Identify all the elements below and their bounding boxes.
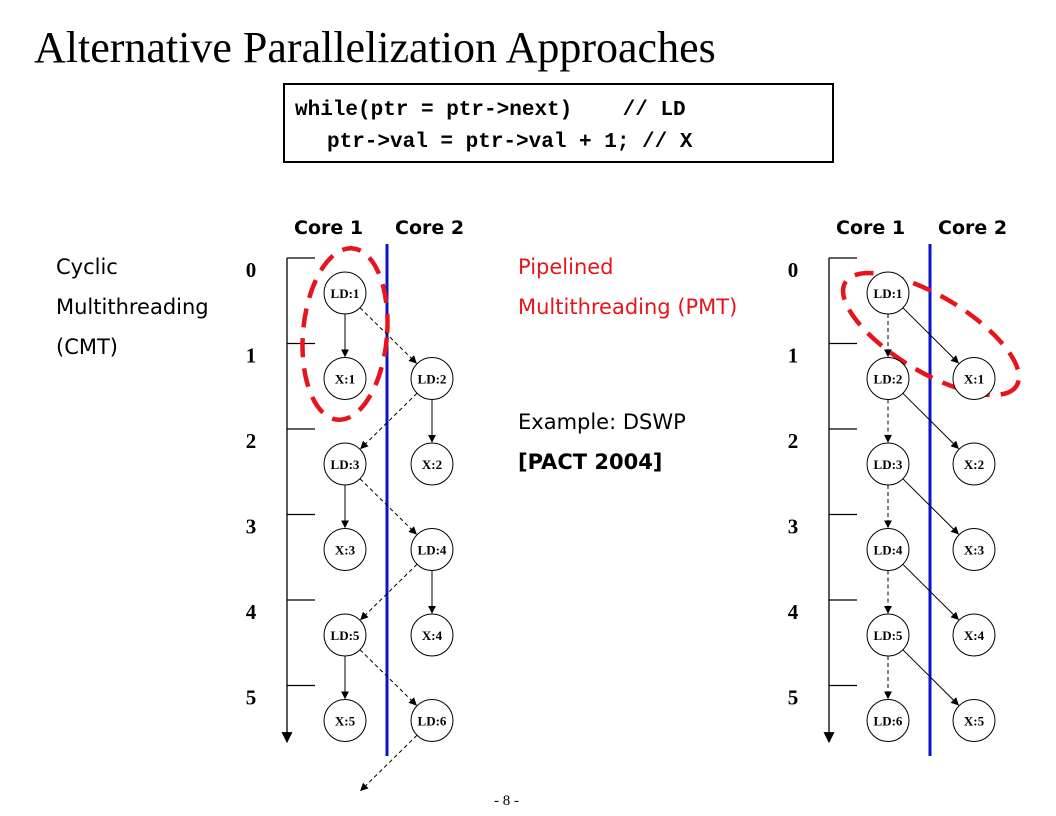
pmt-node-ld-2-label: LD:2 [874,372,903,387]
pmt-label-line-1: Pipelined [518,255,614,279]
pmt-node-ld-2-circle [866,357,910,400]
cmt-node-ld-3-label: LD:3 [331,457,360,472]
cmt-node-ld-2-label: LD:2 [418,372,447,387]
cmt-tick-label-0: 0 [246,258,257,282]
cmt-node-ld-1-label: LD:1 [331,286,360,301]
cmt-highlight-ellipse [300,245,390,423]
pmt-tick-label-2: 2 [788,429,799,453]
cmt-dashed-edge [359,649,417,706]
cmt-label-line-3: (CMT) [56,335,118,359]
pmt-node-x-2-circle [952,442,996,486]
pmt-solid-edge [902,563,959,621]
pmt-node-ld-5-circle [866,613,910,657]
pmt-node-ld-1-circle [866,271,910,315]
pmt-label-line-2: Multithreading (PMT) [518,295,738,319]
cmt-node-x-5-label: X:5 [335,714,356,729]
pmt-solid-edge [902,307,959,364]
cmt-tick-label-3: 3 [246,515,257,539]
pmt-node-x-4-circle [952,613,996,657]
pmt-core2-header: Core 2 [938,217,1008,239]
cmt-node-x-1-label: X:1 [335,372,355,387]
pmt-node-x-3-circle [952,528,996,571]
cmt-node-ld-3-circle [323,442,367,486]
cmt-node-ld-6-circle [410,699,454,742]
pmt-node-ld-6-circle [866,699,910,742]
pmt-label: Pipelined Multithreading (PMT) [518,247,737,327]
cmt-node-x-3-circle [323,528,367,571]
cmt-tick-label-1: 1 [246,344,257,368]
pmt-tick-label-5: 5 [788,686,799,710]
cmt-node-ld-5-circle [323,613,367,657]
cmt-tick-label-5: 5 [246,686,257,710]
pmt-node-x-5-circle [952,699,996,742]
cmt-core2-header: Core 2 [395,217,465,239]
cmt-node-ld-1-circle [323,271,367,315]
pmt-solid-edge [902,392,959,450]
cmt-node-x-3-label: X:3 [335,543,356,558]
pmt-core1-header: Core 1 [836,217,906,239]
pmt-node-x-3-label: X:3 [964,543,985,558]
cmt-dashed-edge [360,392,418,450]
pmt-tick-label-3: 3 [788,515,799,539]
slide-title: Alternative Parallelization Approaches [34,23,716,72]
cmt-node-ld-5-label: LD:5 [331,628,360,643]
cmt-node-x-2-label: X:2 [422,457,442,472]
cmt-dashed-edge [360,563,418,621]
pmt-tick-label-4: 4 [788,600,799,624]
cmt-dashed-edge [360,734,418,792]
cmt-label-line-2: Multithreading [56,295,209,319]
pmt-solid-edge [902,649,959,706]
pmt-tick-label-1: 1 [788,344,799,368]
cmt-node-ld-2-circle [410,357,454,400]
cmt-diagram: 0 1 2 3 4 5 LD:1 X:1 LD:3 X:3 LD:5 X:5 LD:2 X:2 LD:4 X:… [246,244,454,792]
cmt-tick-label-2: 2 [246,429,257,453]
pmt-node-x-1-circle [952,357,996,400]
pmt-node-ld-4-circle [866,528,910,571]
cmt-node-x-5-circle [323,699,367,742]
cmt-node-x-1-circle [323,357,367,400]
pmt-solid-edge [902,478,959,535]
cmt-label-line-1: Cyclic [56,255,118,279]
pmt-node-ld-1-label: LD:1 [874,286,903,301]
code-box: while(ptr = ptr->next) // LD ptr->val = … [283,83,834,163]
cmt-label: Cyclic Multithreading (CMT) [56,247,209,367]
citation-text: [PACT 2004] [518,450,663,474]
pmt-node-x-1-label: X:1 [964,372,984,387]
pmt-diagram: 0 1 2 3 4 5 LD:1 LD:2 LD:3 LD:4 LD:5 LD:6 X:1 X:2 X:3 X… [788,244,1022,756]
page-number: - 8 - [494,793,519,809]
pmt-tick-label-0: 0 [788,258,799,282]
cmt-dashed-edge [359,307,417,364]
cmt-node-x-4-circle [410,613,454,657]
pmt-node-ld-5-label: LD:5 [874,628,903,643]
pmt-node-ld-4-label: LD:4 [874,543,903,558]
cmt-node-x-2-circle [410,442,454,486]
code-line-2: ptr->val = ptr->val + 1; // X [327,131,693,154]
cmt-node-ld-6-label: LD:6 [418,714,447,729]
pmt-example: Example: DSWP [PACT 2004] [518,402,686,482]
pmt-highlight-ellipse [840,270,1022,398]
cmt-node-ld-4-label: LD:4 [418,543,447,558]
example-text: Example: DSWP [518,410,686,434]
pmt-node-x-4-label: X:4 [964,628,985,643]
cmt-node-ld-4-circle [410,528,454,571]
pmt-node-ld-6-label: LD:6 [874,714,903,729]
cmt-core1-header: Core 1 [294,217,364,239]
pmt-node-x-5-label: X:5 [964,714,985,729]
pmt-node-x-2-label: X:2 [964,457,984,472]
cmt-dashed-edge [359,478,417,535]
cmt-node-x-4-label: X:4 [422,628,443,643]
pmt-node-ld-3-label: LD:3 [874,457,903,472]
cmt-tick-label-4: 4 [246,600,257,624]
pmt-node-ld-3-circle [866,442,910,486]
code-line-1: while(ptr = ptr->next) // LD [295,99,686,122]
